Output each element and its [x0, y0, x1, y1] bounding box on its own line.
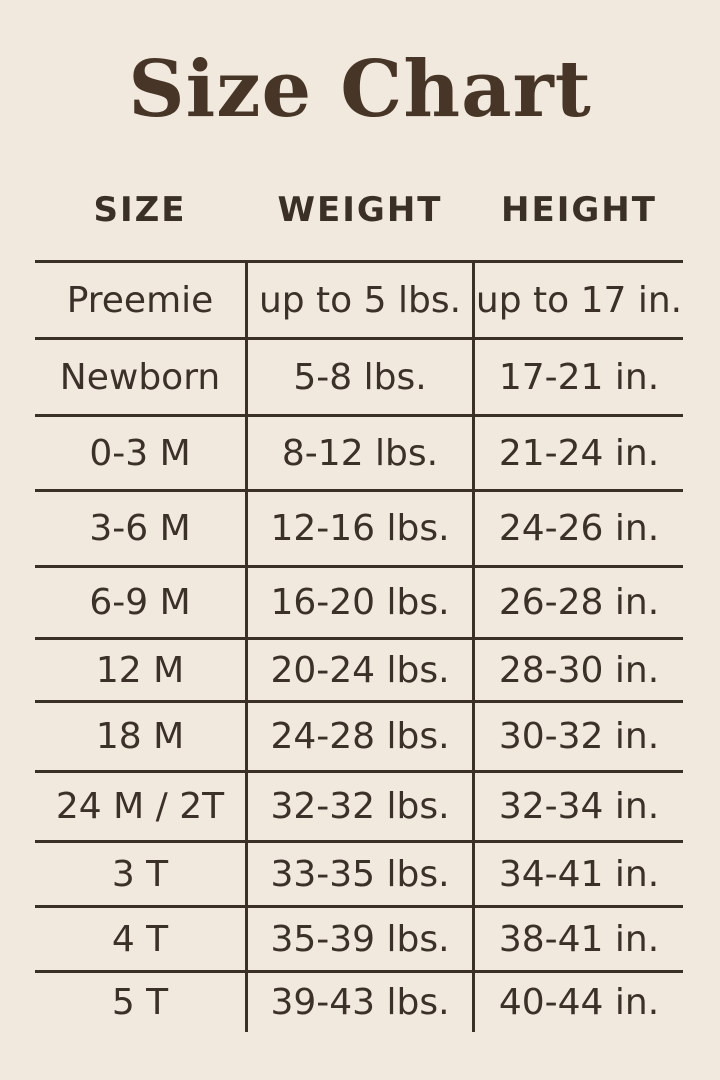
- size-cell: 4 T: [111, 918, 169, 960]
- table-body: Preemie up to 5 lbs. up to 17 in. Newbor…: [35, 260, 683, 1032]
- table-row: 4 T 35-39 lbs. 38-41 in.: [35, 905, 683, 970]
- height-cell: 17-21 in.: [498, 356, 660, 398]
- table-header-row: SIZE WEIGHT HEIGHT: [35, 160, 683, 260]
- size-cell: 18 M: [95, 716, 185, 757]
- height-cell: 30-32 in.: [498, 716, 660, 757]
- size-cell: 12 M: [95, 649, 185, 691]
- table-row: 6-9 M 16-20 lbs. 26-28 in.: [35, 565, 683, 637]
- size-chart-table: SIZE WEIGHT HEIGHT Preemie up to 5 lbs. …: [35, 160, 683, 1032]
- table-row: 0-3 M 8-12 lbs. 21-24 in.: [35, 414, 683, 489]
- weight-cell: 16-20 lbs.: [245, 568, 475, 637]
- height-cell: 24-26 in.: [498, 508, 660, 549]
- height-cell: 21-24 in.: [498, 432, 660, 474]
- table-row: 5 T 39-43 lbs. 40-44 in.: [35, 970, 683, 1032]
- weight-cell: 39-43 lbs.: [245, 973, 475, 1032]
- size-column-header: SIZE: [93, 190, 187, 230]
- table-row: 3-6 M 12-16 lbs. 24-26 in.: [35, 489, 683, 565]
- height-cell: 26-28 in.: [498, 582, 660, 623]
- table-row: Newborn 5-8 lbs. 17-21 in.: [35, 337, 683, 414]
- size-cell: 24 M / 2T: [55, 786, 225, 827]
- weight-cell: 20-24 lbs.: [245, 640, 475, 700]
- height-cell: 38-41 in.: [498, 918, 660, 960]
- size-cell: Preemie: [66, 279, 214, 321]
- height-cell: 32-34 in.: [498, 786, 660, 827]
- size-cell: 5 T: [111, 982, 169, 1023]
- weight-cell: 12-16 lbs.: [245, 492, 475, 565]
- height-cell: 28-30 in.: [498, 649, 660, 691]
- height-cell: 34-41 in.: [498, 853, 660, 895]
- size-cell: Newborn: [59, 356, 221, 398]
- weight-column-header: WEIGHT: [277, 190, 443, 230]
- weight-cell: 8-12 lbs.: [245, 417, 475, 489]
- weight-cell: 32-32 lbs.: [245, 773, 475, 840]
- weight-cell: up to 5 lbs.: [245, 263, 475, 337]
- table-row: 3 T 33-35 lbs. 34-41 in.: [35, 840, 683, 905]
- table-row: Preemie up to 5 lbs. up to 17 in.: [35, 260, 683, 337]
- size-cell: 0-3 M: [89, 432, 191, 474]
- size-cell: 6-9 M: [89, 582, 191, 623]
- table-row: 18 M 24-28 lbs. 30-32 in.: [35, 700, 683, 770]
- height-cell: 40-44 in.: [498, 982, 660, 1023]
- weight-cell: 33-35 lbs.: [245, 843, 475, 905]
- size-cell: 3-6 M: [89, 508, 191, 549]
- size-cell: 3 T: [111, 853, 169, 895]
- weight-cell: 24-28 lbs.: [245, 703, 475, 770]
- height-cell: up to 17 in.: [475, 279, 683, 321]
- page-title: Size Chart: [128, 43, 592, 135]
- height-column-header: HEIGHT: [501, 190, 657, 230]
- weight-cell: 35-39 lbs.: [245, 908, 475, 970]
- weight-cell: 5-8 lbs.: [245, 340, 475, 414]
- table-row: 12 M 20-24 lbs. 28-30 in.: [35, 637, 683, 700]
- table-row: 24 M / 2T 32-32 lbs. 32-34 in.: [35, 770, 683, 840]
